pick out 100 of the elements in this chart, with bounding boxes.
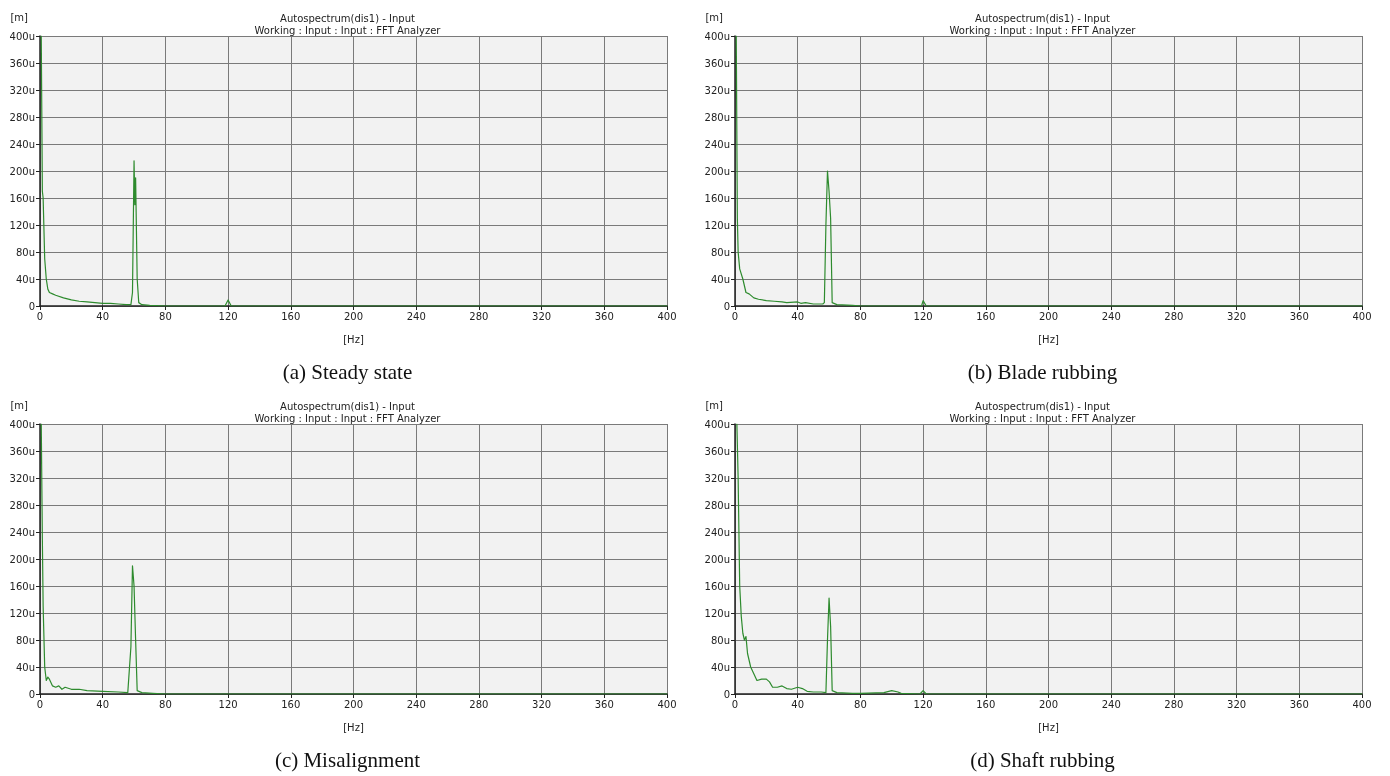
x-tick-label: 320 [532, 698, 552, 710]
y-tick-label: 320u [9, 472, 35, 484]
x-tick-label: 160 [281, 698, 301, 710]
y-tick-label: 40u [15, 273, 35, 285]
y-tick-label: 360u [704, 445, 730, 457]
x-tick-label: 320 [1227, 310, 1247, 322]
y-axis-title: [m] [10, 11, 29, 23]
y-tick-label: 40u [710, 273, 730, 285]
y-tick-label: 80u [710, 634, 730, 646]
x-tick-label: 160 [976, 310, 996, 322]
chart-title: Autospectrum(dis1) - Input [975, 400, 1111, 412]
chart-subtitle: Working : Input : Input : FFT Analyzer [254, 24, 442, 36]
chart-title: Autospectrum(dis1) - Input [280, 12, 416, 24]
x-tick-label: 320 [1227, 698, 1247, 710]
y-tick-label: 280u [9, 499, 35, 511]
y-tick-label: 360u [9, 445, 35, 457]
y-tick-label: 0 [28, 300, 35, 312]
y-tick-label: 120u [9, 607, 35, 619]
x-tick-label: 40 [791, 310, 805, 322]
y-tick-label: 280u [704, 111, 730, 123]
x-tick-label: 320 [532, 310, 552, 322]
y-tick-label: 200u [704, 165, 730, 177]
y-tick-label: 160u [704, 580, 730, 592]
text: (b) Blade rubbing [967, 359, 1118, 384]
x-tick-label: 240 [406, 310, 426, 322]
text: (d) Shaft rubbing [970, 747, 1116, 772]
y-tick-label: 120u [704, 607, 730, 619]
x-tick-label: 360 [1289, 698, 1309, 710]
y-tick-label: 320u [9, 84, 35, 96]
x-axis-title: [Hz] [343, 721, 364, 733]
x-tick-label: 160 [281, 310, 301, 322]
y-tick-label: 320u [704, 472, 730, 484]
x-tick-label: 200 [343, 698, 364, 710]
x-tick-label: 0 [36, 310, 44, 322]
x-tick-label: 200 [343, 310, 364, 322]
x-tick-label: 400 [657, 310, 677, 322]
y-tick-label: 80u [15, 634, 35, 646]
y-tick-label: 200u [9, 165, 35, 177]
y-tick-label: 160u [9, 192, 35, 204]
x-axis-title: [Hz] [1038, 333, 1059, 345]
x-tick-label: 40 [96, 310, 110, 322]
x-tick-label: 120 [218, 698, 238, 710]
x-tick-label: 0 [731, 310, 739, 322]
chart-title: Autospectrum(dis1) - Input [280, 400, 416, 412]
y-tick-label: 360u [704, 57, 730, 69]
chart-subtitle: Working : Input : Input : FFT Analyzer [949, 412, 1137, 424]
x-axis-title: [Hz] [1038, 721, 1059, 733]
y-tick-label: 120u [704, 219, 730, 231]
x-tick-label: 360 [1289, 310, 1309, 322]
x-tick-label: 240 [1101, 310, 1121, 322]
y-tick-label: 320u [704, 84, 730, 96]
y-axis-title: [m] [705, 399, 724, 411]
y-tick-label: 240u [704, 138, 730, 150]
x-tick-label: 360 [594, 310, 614, 322]
y-tick-label: 0 [28, 688, 35, 700]
chart-subtitle: Working : Input : Input : FFT Analyzer [949, 24, 1137, 36]
text: (c) Misalignment [274, 747, 421, 772]
y-tick-label: 200u [9, 553, 35, 565]
y-tick-label: 160u [704, 192, 730, 204]
x-tick-label: 0 [36, 698, 44, 710]
x-tick-label: 40 [791, 698, 805, 710]
y-tick-label: 240u [9, 526, 35, 538]
y-tick-label: 120u [9, 219, 35, 231]
y-axis-title: [m] [10, 399, 29, 411]
y-tick-label: 200u [704, 553, 730, 565]
x-tick-label: 40 [96, 698, 110, 710]
y-tick-label: 40u [15, 661, 35, 673]
y-tick-label: 360u [9, 57, 35, 69]
x-tick-label: 280 [1164, 698, 1184, 710]
text: (a) Steady state [282, 359, 413, 384]
y-tick-label: 240u [9, 138, 35, 150]
x-tick-label: 400 [1352, 310, 1372, 322]
x-tick-label: 240 [406, 698, 426, 710]
y-tick-label: 0 [723, 688, 730, 700]
x-tick-label: 80 [854, 310, 867, 322]
chart-subtitle: Working : Input : Input : FFT Analyzer [254, 412, 442, 424]
y-tick-label: 400u [9, 30, 35, 42]
x-tick-label: 280 [469, 310, 489, 322]
x-tick-label: 200 [1038, 310, 1059, 322]
y-tick-label: 280u [704, 499, 730, 511]
x-tick-label: 0 [731, 698, 739, 710]
chart-title: Autospectrum(dis1) - Input [975, 12, 1111, 24]
x-tick-label: 200 [1038, 698, 1059, 710]
x-axis-title: [Hz] [343, 333, 364, 345]
x-tick-label: 120 [913, 698, 933, 710]
y-axis-title: [m] [705, 11, 724, 23]
x-tick-label: 280 [469, 698, 489, 710]
y-tick-label: 0 [723, 300, 730, 312]
y-tick-label: 40u [710, 661, 730, 673]
x-tick-label: 80 [159, 310, 172, 322]
x-tick-label: 280 [1164, 310, 1184, 322]
y-tick-label: 280u [9, 111, 35, 123]
x-tick-label: 120 [218, 310, 238, 322]
y-tick-label: 160u [9, 580, 35, 592]
x-tick-label: 160 [976, 698, 996, 710]
x-tick-label: 80 [159, 698, 172, 710]
y-tick-label: 240u [704, 526, 730, 538]
x-tick-label: 400 [657, 698, 677, 710]
x-tick-label: 80 [854, 698, 867, 710]
y-tick-label: 80u [15, 246, 35, 258]
